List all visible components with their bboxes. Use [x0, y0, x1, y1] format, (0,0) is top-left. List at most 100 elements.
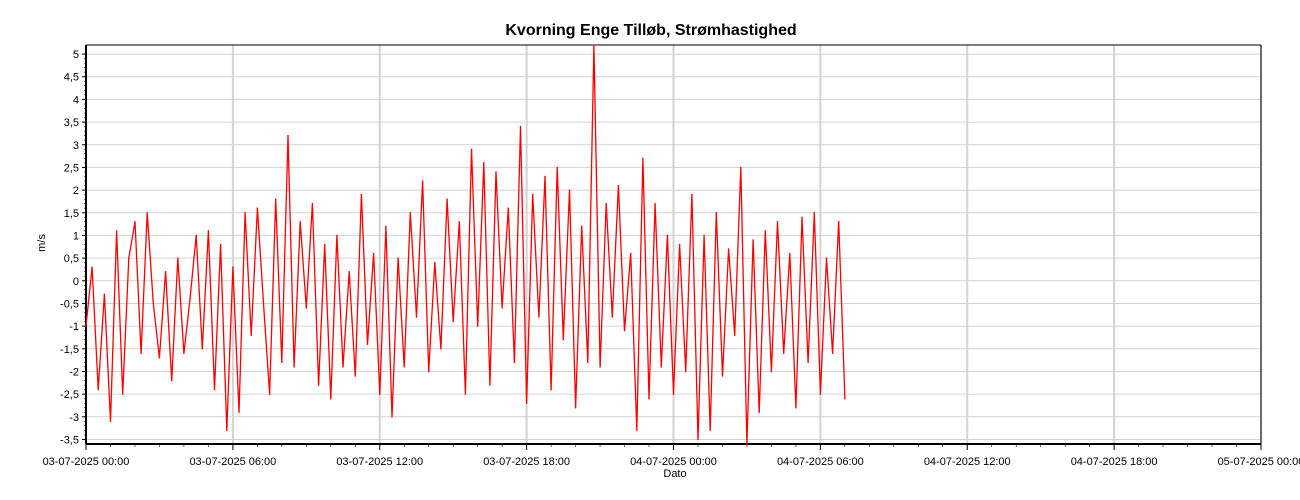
data-point — [513, 361, 516, 364]
data-point — [611, 316, 614, 318]
data-point — [342, 366, 344, 368]
data-point — [348, 271, 350, 273]
y-tick-label: 2,5 — [64, 162, 79, 174]
data-point — [770, 370, 773, 373]
data-point — [103, 293, 106, 296]
data-point — [727, 248, 730, 250]
data-point — [428, 370, 430, 373]
data-point — [91, 266, 93, 268]
data-point — [391, 416, 393, 418]
y-tick-label: 0,5 — [64, 253, 79, 265]
data-point — [354, 375, 356, 377]
data-point — [740, 166, 742, 169]
data-point — [489, 384, 491, 386]
x-tick-label: 03-07-2025 00:00 — [43, 456, 130, 468]
y-tick-label: -0,5 — [60, 298, 79, 310]
data-point — [238, 411, 240, 413]
data-point — [605, 202, 607, 205]
y-axis-ticks: 5 4,5 4 3,5 3 2,5 2 1,5 1 0,5 0 -0,5 -1 -1,5 -2 -2,5 -3 -… — [60, 49, 86, 446]
y-tick-label: 1,5 — [64, 208, 79, 220]
data-point — [782, 352, 785, 355]
data-point — [152, 302, 155, 305]
data-point — [574, 407, 577, 409]
data-point — [201, 348, 203, 350]
data-point — [366, 343, 369, 345]
data-point — [617, 184, 620, 187]
data-point — [654, 202, 656, 205]
x-tick-label: 04-07-2025 00:00 — [630, 456, 717, 468]
data-point — [715, 212, 718, 214]
data-point — [164, 271, 167, 273]
data-point — [109, 420, 112, 423]
data-point — [195, 234, 197, 237]
chart-title: Kvorning Enge Tilløb, Strømhastighed — [505, 22, 796, 39]
y-tick-label: -3 — [69, 412, 79, 424]
data-point — [709, 429, 711, 432]
data-point — [379, 393, 381, 395]
data-point — [525, 402, 528, 404]
y-axis-label: m/s — [36, 234, 48, 252]
data-point — [838, 221, 840, 223]
data-point — [519, 125, 522, 128]
data-point — [128, 257, 130, 259]
data-point — [801, 216, 803, 218]
data-point — [703, 234, 705, 237]
data-point — [623, 329, 626, 332]
data-point — [746, 443, 748, 445]
data-point — [795, 407, 797, 409]
data-point — [819, 393, 822, 395]
data-point — [691, 193, 693, 196]
data-point — [97, 388, 99, 391]
data-point — [825, 257, 828, 259]
data-point — [476, 325, 479, 327]
data-point — [293, 366, 295, 368]
data-point — [397, 257, 399, 259]
data-point — [323, 243, 326, 246]
data-point — [85, 325, 87, 327]
data-point — [807, 361, 809, 364]
data-point — [599, 366, 601, 368]
data-point — [458, 221, 461, 223]
y-tick-label: 3 — [73, 140, 79, 152]
y-tick-label: 1 — [73, 230, 79, 242]
data-point — [134, 221, 136, 223]
data-point — [317, 384, 320, 386]
y-tick-label: -3,5 — [60, 434, 79, 446]
x-tick-label: 04-07-2025 06:00 — [777, 456, 864, 468]
y-tick-label: -1 — [69, 321, 79, 333]
data-point — [177, 257, 179, 259]
data-point — [140, 352, 142, 355]
data-point — [789, 252, 791, 255]
data-point — [507, 207, 509, 209]
data-point — [275, 198, 277, 200]
x-tick-label: 03-07-2025 18:00 — [483, 456, 570, 468]
data-point — [501, 307, 503, 309]
x-tick-label: 05-07-2025 00:00 — [1218, 456, 1300, 468]
y-tick-label: 3,5 — [64, 117, 79, 129]
data-point — [678, 243, 681, 246]
y-tick-label: 0 — [73, 276, 79, 288]
data-point — [244, 212, 246, 214]
data-point — [372, 252, 375, 255]
data-point — [629, 252, 632, 255]
data-point — [831, 352, 834, 355]
data-point — [219, 243, 222, 246]
x-axis-label: Dato — [663, 468, 686, 480]
data-point — [415, 316, 418, 318]
data-point — [593, 44, 595, 46]
data-point — [556, 166, 558, 169]
x-tick-label: 03-07-2025 06:00 — [189, 456, 276, 468]
y-tick-label: -1,5 — [60, 344, 79, 356]
data-point — [648, 397, 650, 400]
data-point — [636, 429, 638, 432]
data-point — [311, 202, 314, 205]
data-point — [446, 198, 448, 200]
x-tick-label: 04-07-2025 12:00 — [924, 456, 1011, 468]
data-point — [115, 230, 118, 232]
data-point — [421, 180, 424, 182]
data-point — [464, 393, 467, 395]
data-point — [330, 397, 332, 400]
data-point — [721, 375, 724, 377]
data-point — [544, 175, 546, 178]
